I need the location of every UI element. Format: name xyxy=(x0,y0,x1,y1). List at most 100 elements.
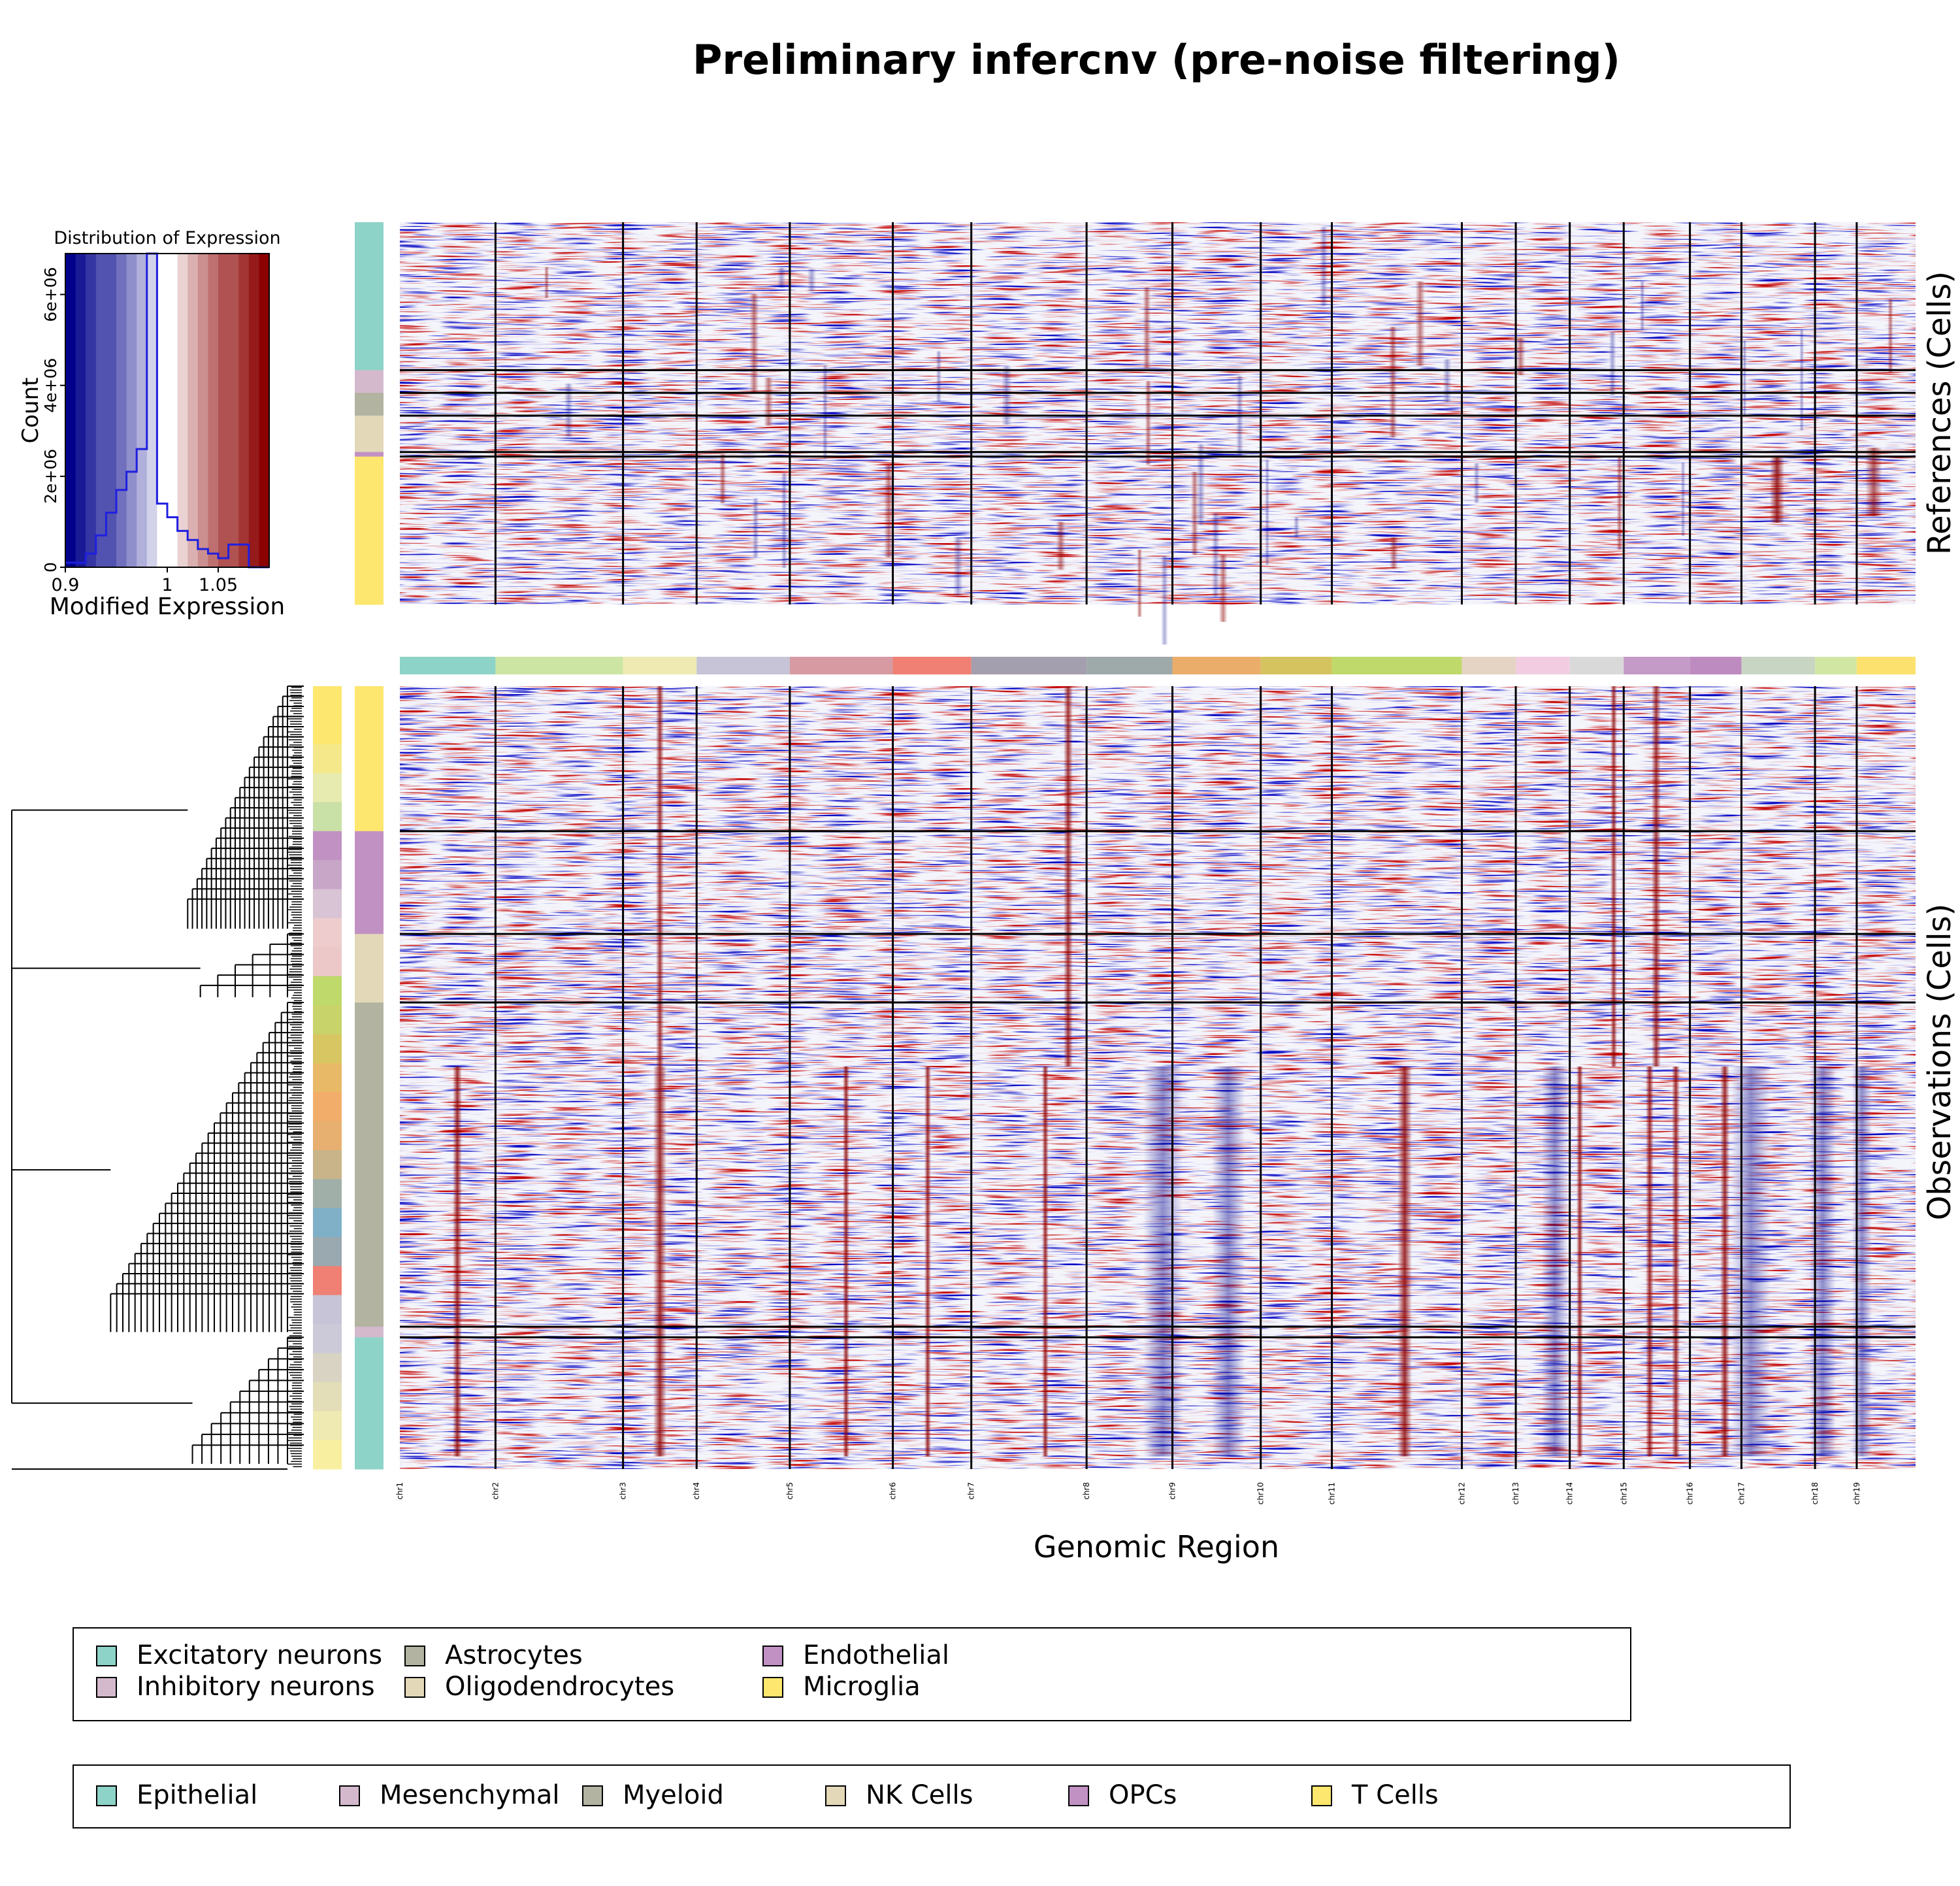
chromosome-bar-segment xyxy=(1741,657,1816,674)
chromosome-label: chr5 xyxy=(785,1482,794,1500)
cnv-streak xyxy=(1609,331,1616,395)
chromosome-label: chr1 xyxy=(395,1482,404,1500)
chromosome-bar-segment xyxy=(400,657,496,674)
chromosome-label: chr2 xyxy=(491,1482,500,1500)
histogram-key-cell xyxy=(228,254,239,567)
chromosome-labels: chr1 chr2 chr3 chr4 chr5 chr6 chr7 chr8 chr9 chr1… xyxy=(395,1482,1861,1504)
cnv-streak xyxy=(564,383,573,437)
chromosome-label: chr15 xyxy=(1619,1482,1628,1504)
cnv-streak xyxy=(1397,1067,1412,1457)
cnv-streak xyxy=(1576,1067,1583,1457)
observations-label: Observations (Cells) xyxy=(1921,904,1958,1221)
legend-label: Microglia xyxy=(803,1672,921,1702)
annotation-segment xyxy=(355,686,384,832)
cnv-streak xyxy=(749,293,759,393)
subcluster-segment xyxy=(313,1179,342,1209)
cnv-streak xyxy=(822,365,828,459)
cnv-streak xyxy=(453,1067,462,1457)
subcluster-segment xyxy=(313,1121,342,1151)
subcluster-segment xyxy=(313,831,342,861)
chromosome-bar-segment xyxy=(789,657,893,674)
chromosome-label: chr16 xyxy=(1686,1482,1695,1504)
legend-item: Myeloid xyxy=(582,1780,724,1810)
cnv-streak xyxy=(1770,457,1784,523)
chromosome-bar-segment xyxy=(1815,657,1857,674)
chromosome-bar-segment xyxy=(971,657,1087,674)
cnv-streak xyxy=(1002,365,1012,425)
legend-label: Excitatory neurons xyxy=(137,1640,383,1670)
observations-subcluster-bar xyxy=(313,686,342,1470)
subcluster-segment xyxy=(313,1266,342,1296)
subcluster-segment xyxy=(313,1381,342,1412)
chromosome-label: chr12 xyxy=(1458,1482,1467,1504)
chromosome-bar-segment xyxy=(892,657,972,674)
legend-label: Myeloid xyxy=(623,1780,724,1810)
chromosome-label: chr19 xyxy=(1852,1482,1861,1504)
chromosome-label: chr6 xyxy=(889,1482,898,1500)
cnv-streak xyxy=(1887,299,1893,372)
cnv-streak xyxy=(1731,1067,1771,1457)
cnv-streak xyxy=(843,1067,849,1457)
cnv-streak xyxy=(1145,381,1152,465)
histogram-key-cell xyxy=(259,254,270,567)
histogram-y-tick-label: 4e+06 xyxy=(41,358,60,413)
chromosome-label: chr18 xyxy=(1810,1482,1820,1504)
chromosome-bar-segment xyxy=(623,657,697,674)
legend-swatch xyxy=(762,1677,783,1698)
cnv-streak xyxy=(1810,1067,1836,1457)
chromosome-label: chr14 xyxy=(1565,1482,1575,1504)
subcluster-segment xyxy=(313,744,342,774)
subcluster-segment xyxy=(313,1092,342,1122)
histogram-key-cell xyxy=(188,254,199,567)
cnv-streak xyxy=(1161,555,1168,645)
annotation-segment xyxy=(355,452,384,457)
references-legend: Excitatory neurons Inhibitory neurons Astr… xyxy=(73,1627,1631,1721)
annotation-segment xyxy=(355,222,384,371)
observations-legend: Epithelial Mesenchymal Myeloid NK Cells OPCs… xyxy=(73,1764,1791,1828)
subcluster-segment xyxy=(313,802,342,832)
legend-swatch xyxy=(404,1677,425,1698)
heatmap-loss-texture xyxy=(400,222,1916,604)
chromosome-label: chr10 xyxy=(1256,1482,1266,1504)
histogram-ylabel: Count xyxy=(18,378,44,444)
legend-label: OPCs xyxy=(1109,1780,1177,1810)
histogram-key-cell xyxy=(167,254,178,567)
subcluster-segment xyxy=(313,1150,342,1180)
annotation-segment xyxy=(355,934,384,1003)
references-label: References (Cells) xyxy=(1921,271,1958,555)
cnv-streak xyxy=(1415,281,1426,366)
legend-item: Microglia xyxy=(762,1672,921,1702)
cnv-streak xyxy=(777,267,786,288)
legend-swatch xyxy=(1311,1785,1332,1806)
cnv-streak xyxy=(781,473,787,569)
observations-dendrogram xyxy=(11,686,304,1470)
histogram-key-cell xyxy=(146,254,157,567)
legend-label: Inhibitory neurons xyxy=(137,1672,375,1702)
cnv-streak xyxy=(1672,1067,1680,1457)
histogram-key-cell xyxy=(157,254,168,567)
cnv-streak xyxy=(1389,537,1398,569)
legend-swatch xyxy=(339,1785,360,1806)
histogram-key-cell xyxy=(126,254,137,567)
observations-heatmap xyxy=(400,686,1916,1469)
histogram-key-cell xyxy=(116,254,127,567)
subcluster-segment xyxy=(313,889,342,919)
cnv-streak xyxy=(1865,448,1882,516)
subcluster-segment xyxy=(313,686,342,716)
subcluster-segment xyxy=(313,1005,342,1035)
cnv-streak xyxy=(1293,517,1299,538)
chromosome-bar-segment xyxy=(1462,657,1516,674)
subcluster-segment xyxy=(313,1353,342,1383)
subcluster-segment xyxy=(313,1237,342,1267)
subcluster-segment xyxy=(313,1063,342,1093)
references-annotation-bar xyxy=(355,222,384,605)
histogram-x-tick-label: 1.05 xyxy=(199,575,238,595)
references-heatmap xyxy=(400,222,1916,645)
histogram-color-key xyxy=(65,254,270,567)
cnv-streak xyxy=(1388,327,1397,438)
legend-label: T Cells xyxy=(1352,1780,1439,1810)
legend-label: Mesenchymal xyxy=(380,1780,560,1810)
histogram-y-tick-label: 0 xyxy=(41,562,60,572)
cnv-streak xyxy=(1137,549,1143,617)
legend-item: Inhibitory neurons xyxy=(96,1672,375,1702)
